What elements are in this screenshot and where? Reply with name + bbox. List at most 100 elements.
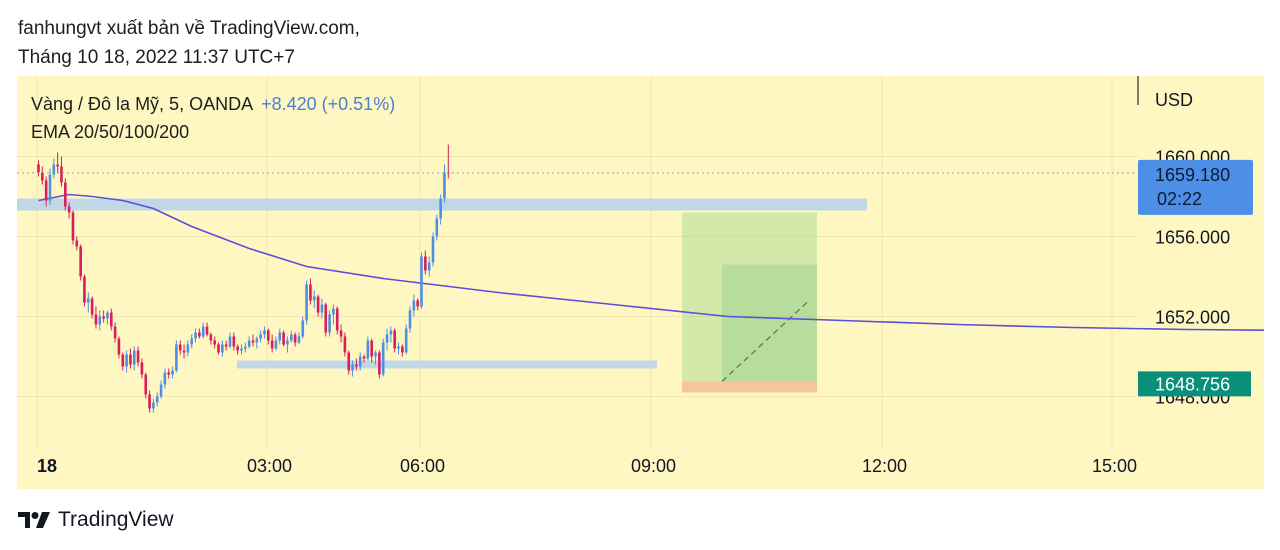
marker-price-tag [1138, 371, 1251, 397]
current-price-tag [1138, 159, 1253, 215]
candle-body [404, 328, 408, 353]
candle-body [312, 296, 316, 301]
candle [232, 332, 236, 351]
candle [213, 336, 216, 349]
candle-body [439, 198, 442, 219]
candle [205, 322, 209, 337]
x-tick-label: 03:00 [247, 456, 292, 476]
grid-lines [17, 76, 1137, 449]
candle [385, 328, 389, 351]
candle [41, 166, 44, 185]
candle-body [75, 240, 79, 247]
candle-body [144, 374, 148, 395]
candle-body [106, 312, 109, 319]
symbol-title: Vàng / Đô la Mỹ, 5, OANDA [31, 94, 254, 114]
candle-body [132, 350, 136, 365]
candle-body [358, 356, 362, 367]
candle [293, 332, 297, 347]
candle [263, 326, 266, 339]
candle-body [152, 402, 155, 409]
candle-body [60, 166, 63, 183]
candle [397, 342, 400, 355]
candle-body [182, 350, 186, 353]
candle [117, 336, 121, 359]
price-chart[interactable]: 18 03:00 06:00 09:00 12:00 15:001660.0001656.… [17, 76, 1264, 489]
candle-body [67, 206, 71, 213]
candle-body [109, 312, 113, 327]
candle-body [201, 326, 205, 337]
candle-body [328, 314, 331, 333]
candle [152, 398, 155, 413]
candle-body [186, 344, 190, 353]
x-tick-label: 12:00 [862, 456, 907, 476]
candle-body [351, 364, 354, 371]
candle-body [98, 316, 102, 325]
tradingview-brand[interactable]: TradingView [18, 508, 174, 532]
candle [401, 344, 404, 357]
ema-layer [38, 193, 1264, 331]
candle [343, 332, 347, 357]
candle [71, 210, 75, 245]
candle [335, 306, 339, 335]
candle [56, 152, 59, 173]
candle [109, 308, 113, 331]
x-tick-label: 15:00 [1092, 456, 1137, 476]
candle-body [366, 340, 370, 359]
price-change: +8.420 (+0.51%) [261, 94, 396, 114]
candle-body [244, 346, 247, 349]
candle [358, 352, 362, 371]
candle [355, 358, 358, 371]
candle-body [374, 352, 377, 357]
candle-body [324, 304, 328, 333]
publish-header: fanhungvt xuất bản về TradingView.com, T… [18, 14, 360, 72]
candle [443, 164, 446, 203]
profit-area [722, 264, 817, 382]
candle [251, 334, 255, 347]
candle-body [378, 352, 381, 375]
candle-body [56, 164, 59, 167]
candle [320, 298, 324, 319]
candle-body [339, 330, 343, 337]
candle [201, 322, 205, 339]
candle-body [113, 326, 117, 339]
candle [136, 346, 140, 367]
candle [301, 316, 305, 339]
candle-body [163, 372, 167, 385]
candle [270, 334, 274, 353]
candle [67, 202, 71, 219]
candle-body [385, 334, 389, 343]
candle-body [48, 174, 52, 201]
candle [324, 302, 328, 337]
marker-price-label: 1648.756 [1155, 374, 1230, 394]
candle [439, 194, 442, 225]
currency-label: USD [1155, 90, 1193, 110]
candle-body [129, 354, 132, 365]
candle [267, 328, 270, 345]
candle [102, 310, 105, 323]
candle [412, 294, 416, 317]
candle-body [125, 354, 128, 367]
candle-body [83, 276, 86, 303]
candle-body [136, 350, 140, 363]
candle-body [316, 296, 320, 313]
horizontal-zone [237, 360, 657, 369]
candle [163, 368, 167, 389]
x-tick-label: 06:00 [400, 456, 445, 476]
candle-body [278, 332, 282, 341]
chart-frame[interactable]: 18 03:00 06:00 09:00 12:00 15:00 1660.000 1656.… [17, 76, 1264, 489]
y-tick-label: 1652.000 [1155, 308, 1230, 328]
candle-body [240, 348, 243, 351]
candle-body [94, 314, 98, 325]
publish-date: Tháng 10 18, 2022 11:37 UTC+7 [18, 47, 295, 68]
candle-body [305, 284, 308, 321]
candle-body [427, 262, 431, 271]
candle [224, 340, 228, 351]
candle [190, 334, 193, 349]
candle-body [175, 344, 178, 371]
chart-legend: Vàng / Đô la Mỹ, 5, OANDA +8.420 (+0.51%)… [31, 90, 395, 146]
candle-body [86, 298, 90, 303]
candle-body [381, 342, 385, 375]
candle-body [255, 338, 259, 343]
candle-body [343, 336, 347, 353]
indicator-label: EMA 20/50/100/200 [31, 122, 190, 142]
